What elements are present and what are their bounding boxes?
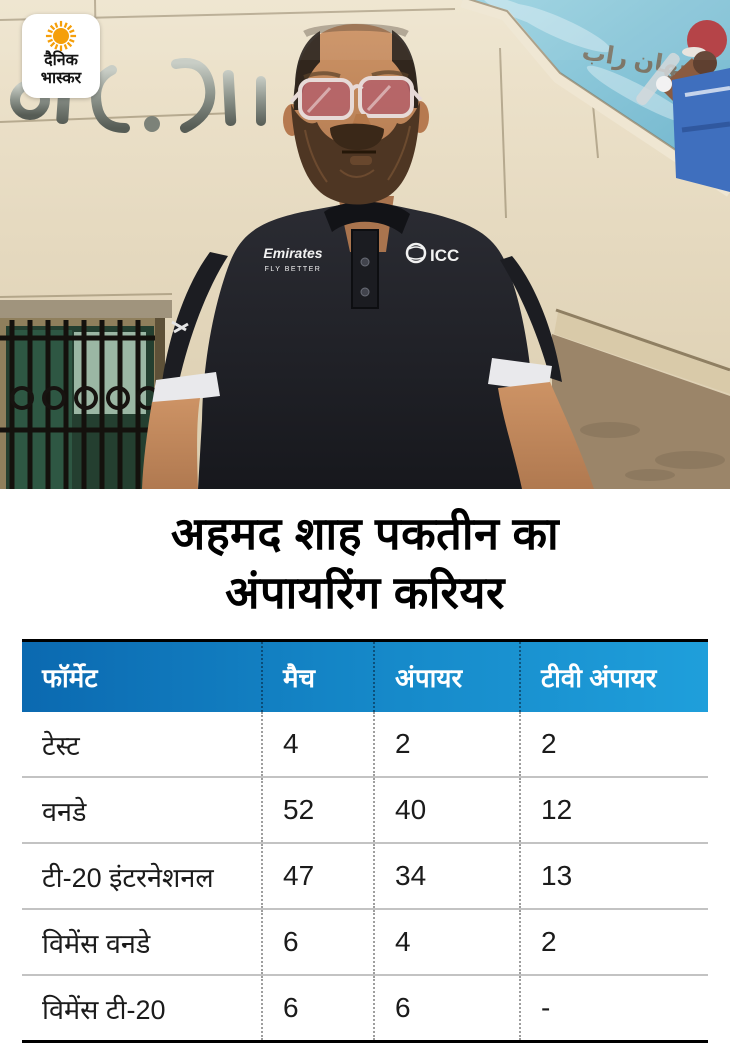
svg-text:Emirates: Emirates <box>263 245 322 261</box>
dainik-bhaskar-logo: दैनिक भास्कर <box>22 14 100 98</box>
sunglasses <box>289 76 423 120</box>
cell-match: 47 <box>261 842 374 909</box>
cell-umpire: 4 <box>373 908 520 975</box>
header-match: मैच <box>261 640 374 712</box>
hero-photo: جهان راب <box>0 0 730 489</box>
cell-match: 4 <box>261 712 374 777</box>
header-format: फॉर्मेट <box>42 663 98 693</box>
cell-tv-umpire: 13 <box>519 842 708 909</box>
table-row: विमेंस वनडे 6 4 2 <box>22 908 708 975</box>
photo-illustration: جهان راب <box>0 0 730 489</box>
cell-tv-umpire: 2 <box>519 908 708 975</box>
svg-text:FLY BETTER: FLY BETTER <box>265 266 322 273</box>
wall-ledge <box>552 308 730 489</box>
header-tv-umpire: टीवी अंपायर <box>519 640 708 712</box>
window-grille <box>0 300 172 489</box>
cell-umpire: 6 <box>373 974 520 1042</box>
umpire-head <box>283 23 429 205</box>
page-title: अहमद शाह पकतीन का अंपायरिंग करियर <box>10 505 720 622</box>
table-row: वनडे 52 40 12 <box>22 776 708 843</box>
cell-format: विमेंस वनडे <box>22 908 262 975</box>
cell-tv-umpire: 12 <box>519 776 708 843</box>
cricketer-illustration <box>636 20 730 192</box>
cell-format: वनडे <box>22 776 262 843</box>
title-line-2: अंपायरिंग करियर <box>225 566 505 618</box>
table-row: टी-20 इंटरनेशनल 47 34 13 <box>22 842 708 909</box>
cell-format: विमेंस टी-20 <box>22 974 262 1042</box>
cell-match: 6 <box>261 974 374 1042</box>
table-row: विमेंस टी-20 6 6 - <box>22 974 708 1042</box>
table-row: टेस्ट 4 2 2 <box>22 712 708 777</box>
cell-tv-umpire: - <box>519 974 708 1042</box>
table-header-row: फॉर्मेट मैच अंपायर टीवी अंपायर <box>22 640 708 712</box>
cell-umpire: 2 <box>373 712 520 777</box>
header-umpire: अंपायर <box>373 640 520 712</box>
cell-tv-umpire: 2 <box>519 712 708 777</box>
cell-format: टेस्ट <box>22 712 262 777</box>
cell-format: टी-20 इंटरनेशनल <box>22 842 262 909</box>
sleeve-logo-mark <box>171 320 189 334</box>
title-line-1: अहमद शाह पकतीन का <box>170 508 560 559</box>
umpire-figure: Emirates FLY BETTER ICC <box>142 23 594 489</box>
sun-icon <box>45 20 77 52</box>
emirates-logo-text: Emirates FLY BETTER <box>263 245 322 273</box>
brand-name-line1: दैनिक <box>44 52 78 69</box>
umpiring-career-table: फॉर्मेट मैच अंपायर टीवी अंपायर टेस्ट 4 2… <box>22 639 708 1043</box>
cell-umpire: 34 <box>373 842 520 909</box>
svg-text:ICC: ICC <box>430 246 459 265</box>
icc-logo-text: ICC <box>405 242 459 265</box>
cell-umpire: 40 <box>373 776 520 843</box>
cell-match: 52 <box>261 776 374 843</box>
brand-name-line2: भास्कर <box>40 69 82 87</box>
billboard-mural: جهان راب <box>460 0 730 197</box>
cell-match: 6 <box>261 908 374 975</box>
polo-shirt <box>198 199 538 489</box>
